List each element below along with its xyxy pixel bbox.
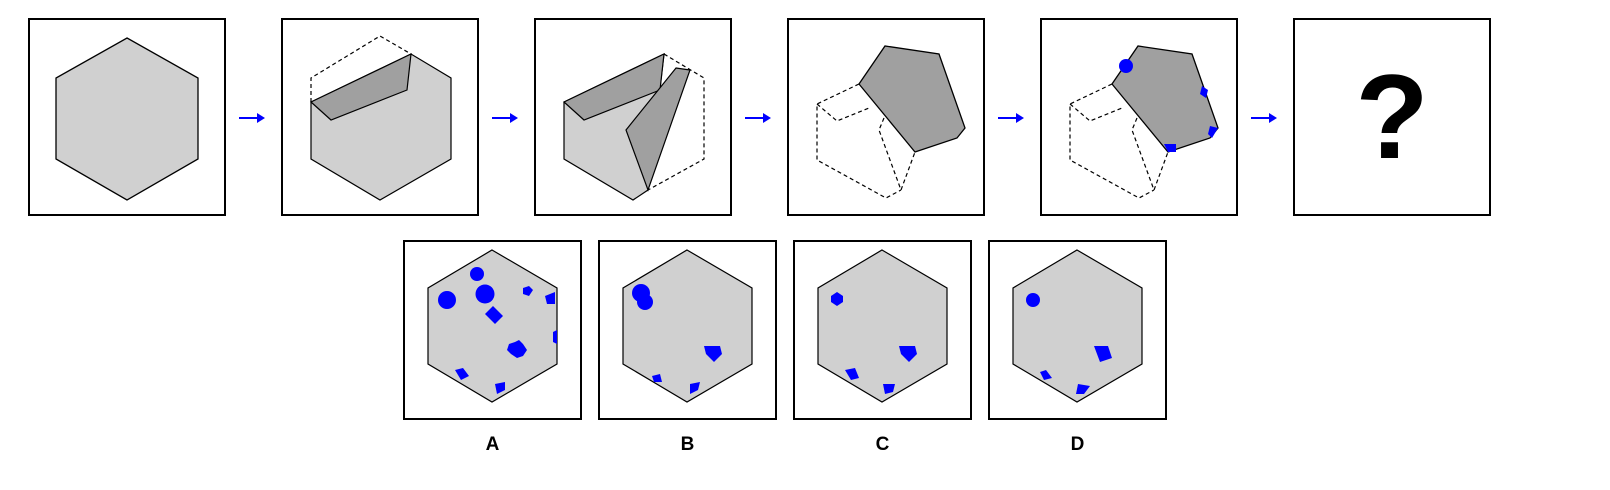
arrow-right-icon	[492, 113, 518, 123]
punch-hole	[1094, 346, 1112, 362]
unfolded-hexagon-figure	[55, 37, 199, 201]
fold-outline-dashed	[310, 35, 412, 102]
second-flap	[625, 67, 691, 192]
option-a-figure	[427, 249, 558, 403]
unfolded-hexagon	[622, 249, 753, 403]
punch-hole	[883, 384, 895, 394]
punch-hole	[1208, 126, 1218, 138]
question-mark: ?	[1355, 50, 1429, 184]
fold-outline-dashed	[647, 53, 705, 191]
step-5-panel	[1040, 18, 1238, 216]
option-d-figure	[1012, 249, 1143, 403]
option-d-label[interactable]: D	[1070, 434, 1085, 455]
punch-hole	[545, 292, 555, 304]
punch-hole	[455, 368, 469, 380]
punch-hole	[1164, 144, 1176, 152]
arrow-right-icon	[239, 113, 265, 123]
punch-hole	[1026, 293, 1040, 307]
punch-hole	[831, 292, 843, 306]
option-b-figure	[622, 249, 753, 403]
option-d-panel[interactable]	[988, 240, 1167, 420]
punch-hole	[1119, 59, 1133, 73]
punch-hole	[704, 346, 722, 362]
option-c-figure	[817, 249, 948, 403]
punch-hole	[523, 286, 533, 296]
option-b-panel[interactable]	[598, 240, 777, 420]
punch-hole	[1200, 86, 1208, 98]
option-c-label[interactable]: C	[875, 434, 890, 455]
punch-hole	[475, 284, 495, 304]
punch-hole	[1040, 370, 1052, 380]
punch-hole	[845, 368, 859, 380]
second-fold-figure	[562, 52, 705, 201]
punch-hole	[690, 382, 700, 394]
unfolded-hexagon	[1012, 249, 1143, 403]
arrow-right-icon	[745, 113, 771, 123]
folded-shape-figure	[816, 45, 966, 199]
punch-hole	[495, 382, 505, 394]
step-2-panel	[281, 18, 479, 216]
punched-shape-figure	[1069, 45, 1219, 199]
punch-hole	[438, 291, 456, 309]
step-1-panel	[28, 18, 226, 216]
punch-hole	[553, 330, 557, 344]
step-3-panel	[534, 18, 732, 216]
unfolded-hexagon	[427, 249, 558, 403]
step-4-panel	[787, 18, 985, 216]
unfolded-hexagon	[817, 249, 948, 403]
arrow-right-icon	[1251, 113, 1277, 123]
option-c-panel[interactable]	[793, 240, 972, 420]
fold-outline-dashed	[816, 83, 916, 199]
arrow-right-icon	[998, 113, 1024, 123]
folded-flap	[309, 52, 412, 121]
punch-hole	[637, 294, 653, 310]
option-a-label[interactable]: A	[485, 434, 500, 455]
punch-hole	[899, 346, 917, 362]
punch-hole	[1076, 384, 1090, 394]
punch-hole	[470, 267, 484, 281]
fold-outline-dashed	[1069, 83, 1169, 199]
question-panel: ?	[1293, 18, 1491, 216]
first-fold-figure	[309, 35, 452, 201]
option-a-panel[interactable]	[403, 240, 582, 420]
paper-hexagon	[55, 37, 199, 201]
punch-hole	[507, 340, 527, 358]
punch-hole	[485, 306, 503, 324]
folded-shape	[858, 45, 966, 153]
option-b-label[interactable]: B	[680, 434, 695, 455]
punch-hole	[652, 374, 662, 382]
